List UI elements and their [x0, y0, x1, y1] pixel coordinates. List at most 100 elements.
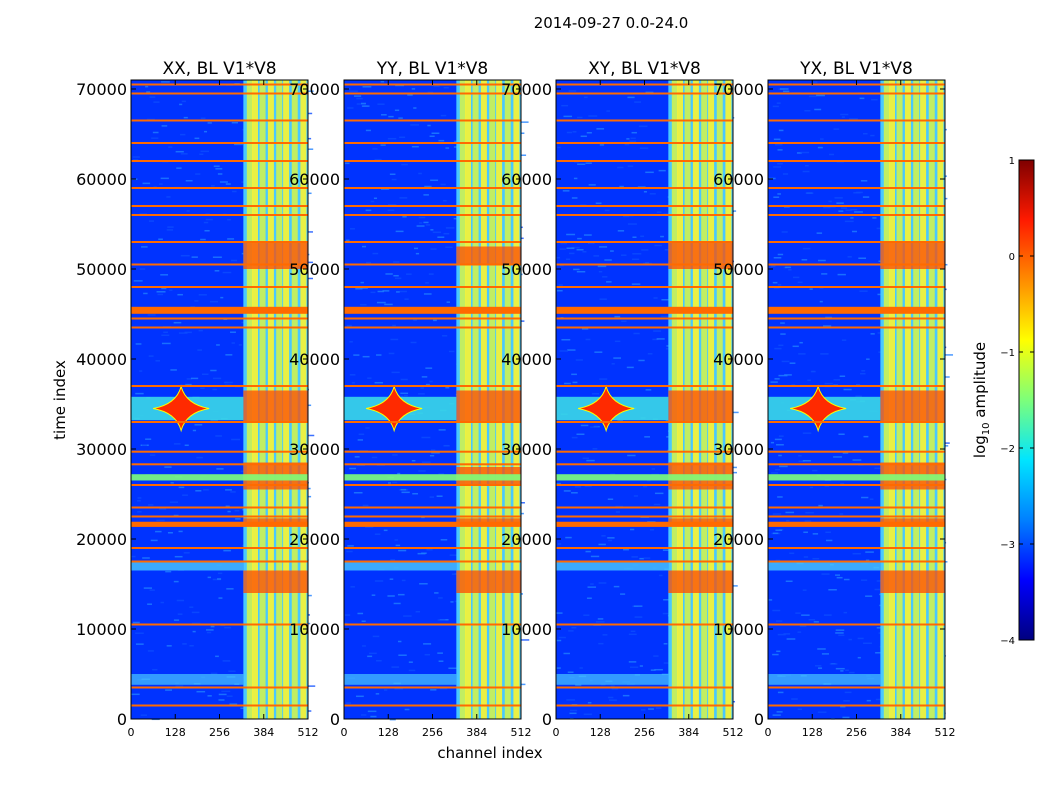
heatmap-noise-cell	[562, 190, 570, 192]
heatmap-noise-cell	[575, 684, 582, 686]
heatmap-noise-cell	[730, 585, 738, 587]
heatmap-noise-cell	[828, 200, 832, 203]
heatmap-noise-cell	[630, 137, 636, 140]
heatmap-noise-cell	[841, 339, 847, 341]
heatmap-noise-cell	[430, 248, 437, 250]
heatmap-noise-cell	[777, 149, 783, 151]
heatmap-noise-cell	[844, 691, 852, 694]
heatmap-noise-cell	[944, 442, 950, 444]
heatmap-noise-cell	[772, 281, 778, 284]
flag-row	[131, 326, 308, 329]
heatmap-noise-cell	[659, 574, 663, 577]
heatmap-noise-cell	[390, 338, 399, 341]
heatmap-noise-cell	[387, 137, 397, 140]
heatmap-noise-cell	[875, 698, 883, 701]
heatmap-noise-cell	[865, 595, 873, 597]
heatmap-noise-cell	[392, 454, 398, 456]
flag-row	[556, 463, 733, 466]
heatmap-noise-cell	[374, 381, 383, 384]
flag-row	[768, 547, 945, 549]
heatmap-noise-cell	[833, 128, 840, 130]
heatmap-noise-cell	[353, 354, 360, 356]
heatmap-noise-cell	[349, 467, 357, 470]
y-tick-label: 70000	[501, 80, 552, 99]
heatmap-noise-cell	[795, 612, 801, 614]
x-tick-label: 0	[128, 726, 135, 739]
broadband-band	[556, 674, 669, 685]
flag-row	[344, 560, 521, 563]
heatmap-noise-cell	[231, 342, 235, 344]
heatmap-noise-cell	[645, 389, 652, 391]
heatmap-noise-cell	[567, 671, 574, 673]
heatmap-noise-cell	[365, 526, 374, 528]
x-tick-label: 128	[165, 726, 186, 739]
flag-row	[556, 263, 733, 266]
heatmap-noise-cell	[189, 606, 194, 608]
y-axis-label: time index	[51, 360, 69, 440]
heatmap-noise-cell	[365, 129, 371, 132]
colorbar: 10−1−2−3−4 log10 amplitude	[971, 156, 1035, 647]
heatmap-noise-cell	[131, 555, 136, 558]
flag-band	[768, 306, 945, 314]
heatmap-noise-cell	[431, 452, 440, 454]
heatmap-noise-cell	[224, 381, 233, 384]
heatmap-noise-cell	[396, 291, 400, 293]
heatmap-noise-cell	[421, 552, 427, 554]
heatmap-noise-cell	[376, 301, 386, 304]
heatmap-noise-cell	[661, 298, 670, 301]
heatmap-noise-cell	[139, 370, 143, 372]
colorbar-tick-label: −2	[1000, 444, 1015, 455]
heatmap-noise-cell	[225, 489, 232, 491]
heatmap-noise-cell	[817, 648, 826, 650]
heatmap-noise-cell	[411, 459, 416, 462]
heatmap-noise-cell	[837, 273, 846, 276]
heatmap-noise-cell	[443, 199, 447, 202]
heatmap-noise-cell	[374, 533, 381, 535]
heatmap-noise-cell	[372, 252, 379, 255]
heatmap-noise-cell	[829, 663, 838, 665]
flag-row	[768, 119, 945, 122]
heatmap-noise-cell	[839, 513, 844, 515]
heatmap-noise-cell	[520, 132, 525, 134]
flag-row	[768, 214, 945, 216]
y-tick-label: 50000	[76, 260, 127, 279]
panel-title: YY, BL V1*V8	[376, 59, 489, 79]
heatmap-noise-cell	[774, 347, 782, 350]
heatmap-noise-cell	[809, 288, 813, 290]
heatmap-noise-cell	[142, 557, 150, 559]
heatmap-noise-cell	[137, 500, 141, 502]
heatmap-noise-cell	[196, 456, 203, 459]
heatmap-noise-cell	[391, 178, 397, 181]
heatmap-noise-cell	[556, 482, 561, 485]
heatmap-noise-cell	[214, 270, 220, 272]
heatmap-noise-cell	[344, 614, 351, 616]
heatmap-noise-cell	[226, 695, 233, 697]
heatmap-noise-cell	[653, 655, 659, 657]
heatmap-noise-cell	[224, 626, 231, 629]
heatmap-noise-cell	[156, 291, 166, 293]
flag-row	[344, 686, 521, 689]
flag-row	[131, 484, 308, 486]
flag-row	[768, 326, 945, 329]
heatmap-noise-cell	[149, 220, 155, 222]
heatmap-noise-cell	[191, 256, 198, 258]
flag-row	[556, 450, 733, 453]
heatmap-noise-cell	[372, 148, 378, 150]
heatmap-noise-cell	[805, 511, 814, 514]
heatmap-noise-cell	[418, 216, 426, 219]
heatmap-noise-cell	[166, 196, 171, 198]
y-tick-label: 0	[754, 710, 764, 729]
heatmap-noise-cell	[770, 441, 775, 444]
heatmap-noise-cell	[234, 509, 240, 512]
heatmap-noise-cell	[390, 559, 396, 561]
heatmap-noise-cell	[360, 281, 364, 284]
strong-time-band	[880, 570, 945, 593]
x-tick-label: 256	[846, 726, 867, 739]
heatmap-noise-cell	[861, 496, 869, 499]
heatmap-noise-cell	[204, 229, 210, 232]
heatmap-noise-cell	[420, 387, 425, 389]
heatmap-noise-cell	[566, 233, 576, 236]
heatmap-noise-cell	[792, 276, 800, 279]
heatmap-noise-cell	[393, 602, 401, 605]
heatmap-noise-cell	[365, 427, 370, 429]
